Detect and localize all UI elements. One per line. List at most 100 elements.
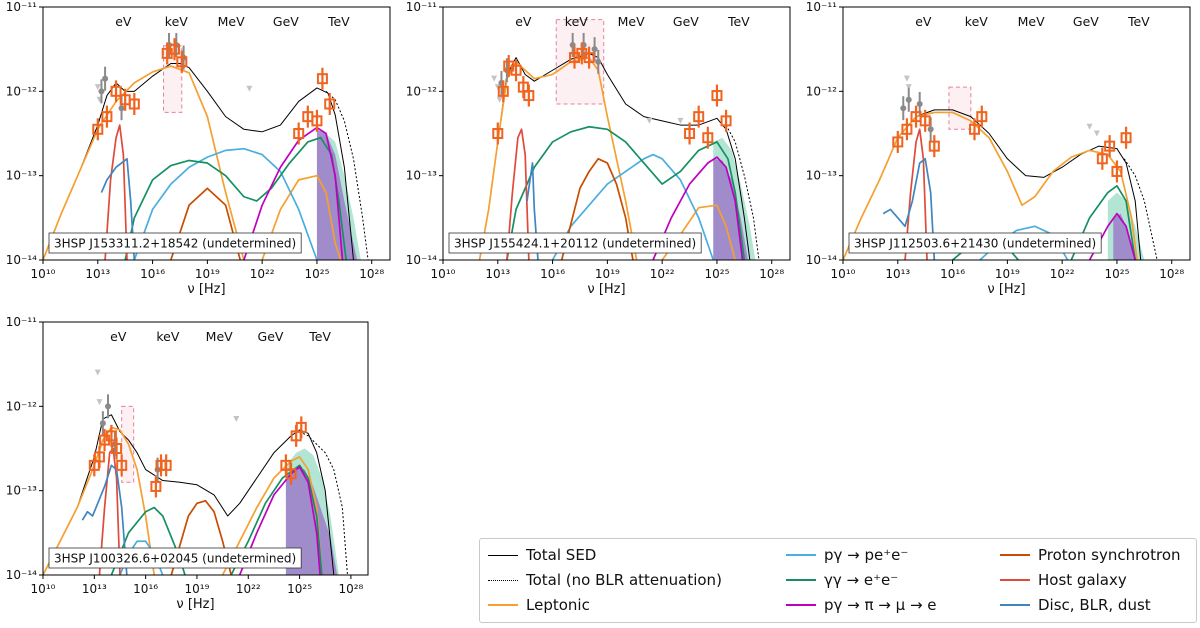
energy-label: keV — [165, 14, 188, 29]
data-point — [116, 459, 128, 471]
data-point — [160, 459, 172, 471]
energy-label: TeV — [727, 14, 750, 29]
legend-item-gg-pair: γγ → e⁺e⁻ — [786, 570, 898, 590]
x-tick-label: 10¹⁰ — [31, 582, 56, 596]
archival-point — [118, 105, 125, 112]
x-tick-label: 10¹³ — [885, 267, 910, 281]
x-tick-label: 10²² — [1050, 267, 1075, 281]
data-point — [583, 52, 595, 64]
legend-swatch-gg-pair — [786, 579, 816, 581]
data-point — [901, 123, 913, 135]
data-point — [720, 115, 732, 127]
x-tick-label: 10¹⁶ — [140, 267, 165, 281]
data-point — [492, 128, 504, 139]
y-tick-label: 10⁻¹⁴ — [6, 253, 37, 267]
curve-pgamma_pion — [1088, 212, 1137, 260]
legend-item-host: Host galaxy — [1000, 570, 1127, 590]
energy-label: TeV — [308, 329, 331, 344]
axes-frame — [42, 321, 369, 576]
legend-item-total: Total SED — [488, 545, 596, 565]
upper-limit-marker — [233, 415, 240, 422]
energy-label: keV — [965, 14, 988, 29]
curve-total — [479, 52, 751, 260]
axes-frame — [42, 6, 391, 261]
x-axis-label: ν [Hz] — [187, 282, 225, 297]
energy-label: eV — [515, 14, 532, 29]
y-tick-label: 10⁻¹² — [6, 84, 37, 98]
archival-point — [569, 41, 576, 48]
x-tick-label: 10¹⁹ — [185, 582, 210, 596]
data-point — [111, 443, 123, 454]
y-tick-label: 10⁻¹³ — [406, 169, 437, 183]
energy-label: GeV — [673, 14, 699, 29]
y-tick-label: 10⁻¹¹ — [6, 0, 37, 14]
energy-label: MeV — [1018, 14, 1045, 29]
y-tick-label: 10⁻¹³ — [6, 169, 37, 183]
legend-label-total-no-blr: Total (no BLR attenuation) — [526, 571, 722, 589]
plot-area — [843, 75, 1158, 260]
upper-limit-marker — [1086, 123, 1093, 130]
archival-point — [591, 46, 598, 53]
x-tick-label: 10¹⁶ — [940, 267, 965, 281]
data-point — [110, 85, 122, 97]
curve-host — [506, 128, 530, 260]
curve-host — [104, 124, 128, 260]
data-point — [919, 115, 931, 127]
x-tick-label: 10¹⁰ — [31, 267, 56, 281]
data-point — [968, 123, 980, 135]
upper-limit-marker — [905, 84, 912, 91]
curve-proton_sync — [170, 499, 232, 575]
legend-swatch-pgamma-pair — [786, 554, 816, 556]
curve-pgamma_pair — [133, 147, 318, 260]
data-point — [295, 421, 307, 433]
energy-label: eV — [115, 14, 132, 29]
legend: Total SED Total (no BLR attenuation) Lep… — [479, 538, 1197, 623]
x-axis-label: ν [Hz] — [987, 282, 1025, 297]
source-title: 3HSP J153311.2+18542 (undetermined) — [54, 237, 296, 251]
legend-item-pgamma-pion: pγ → π → μ → e — [786, 595, 937, 615]
upper-limit-marker — [1093, 130, 1100, 137]
curve-gg_pair — [1070, 184, 1137, 260]
curve-disc — [100, 157, 136, 260]
y-tick-label: 10⁻¹⁴ — [406, 253, 437, 267]
y-tick-label: 10⁻¹⁴ — [806, 253, 837, 267]
archival-point — [927, 126, 934, 133]
y-tick-label: 10⁻¹³ — [806, 169, 837, 183]
data-point — [892, 136, 904, 148]
data-point — [316, 73, 328, 85]
plot-area — [43, 32, 369, 260]
upper-limit-marker — [496, 96, 503, 103]
data-point — [101, 111, 113, 123]
legend-swatch-disc — [1000, 604, 1030, 606]
source-title: 3HSP J100326.6+02045 (undetermined) — [54, 552, 296, 566]
x-tick-label: 10¹⁶ — [133, 582, 158, 596]
x-tick-label: 10²⁸ — [759, 267, 784, 281]
legend-item-disc: Disc, BLR, dust — [1000, 595, 1151, 615]
legend-item-leptonic: Leptonic — [488, 595, 590, 615]
energy-label: TeV — [327, 14, 350, 29]
energy-label: GeV — [1073, 14, 1099, 29]
upper-limit-marker — [491, 75, 498, 82]
data-point — [976, 111, 988, 123]
x-tick-label: 10¹³ — [85, 267, 110, 281]
legend-item-total-no-blr: Total (no BLR attenuation) — [488, 570, 722, 590]
archival-point — [102, 75, 109, 82]
upper-limit-marker — [96, 399, 103, 406]
legend-item-pgamma-pair: pγ → pe⁺e⁻ — [786, 545, 908, 565]
data-point — [711, 90, 723, 102]
curve-pgamma_pion — [652, 156, 744, 260]
curve-total_no_blr — [725, 124, 760, 260]
plot-area — [478, 19, 760, 260]
legend-swatch-pgamma-pion — [786, 604, 816, 606]
data-point — [93, 451, 105, 463]
data-point — [702, 132, 714, 144]
x-tick-label: 10²² — [236, 582, 261, 596]
panel-1: eV keV MeV GeV TeV 10¹⁰ 10¹³ 10¹⁶ 10¹⁹ 10²² 10²⁵ 10… — [6, 0, 391, 297]
x-tick-label: 10²⁵ — [305, 267, 330, 281]
curve-disc — [882, 157, 936, 260]
x-tick-label: 10²⁵ — [705, 267, 730, 281]
curve-gg_pair — [124, 136, 348, 260]
x-tick-label: 10²⁸ — [338, 582, 363, 596]
data-point — [150, 480, 162, 492]
upper-limit-marker — [903, 75, 910, 82]
